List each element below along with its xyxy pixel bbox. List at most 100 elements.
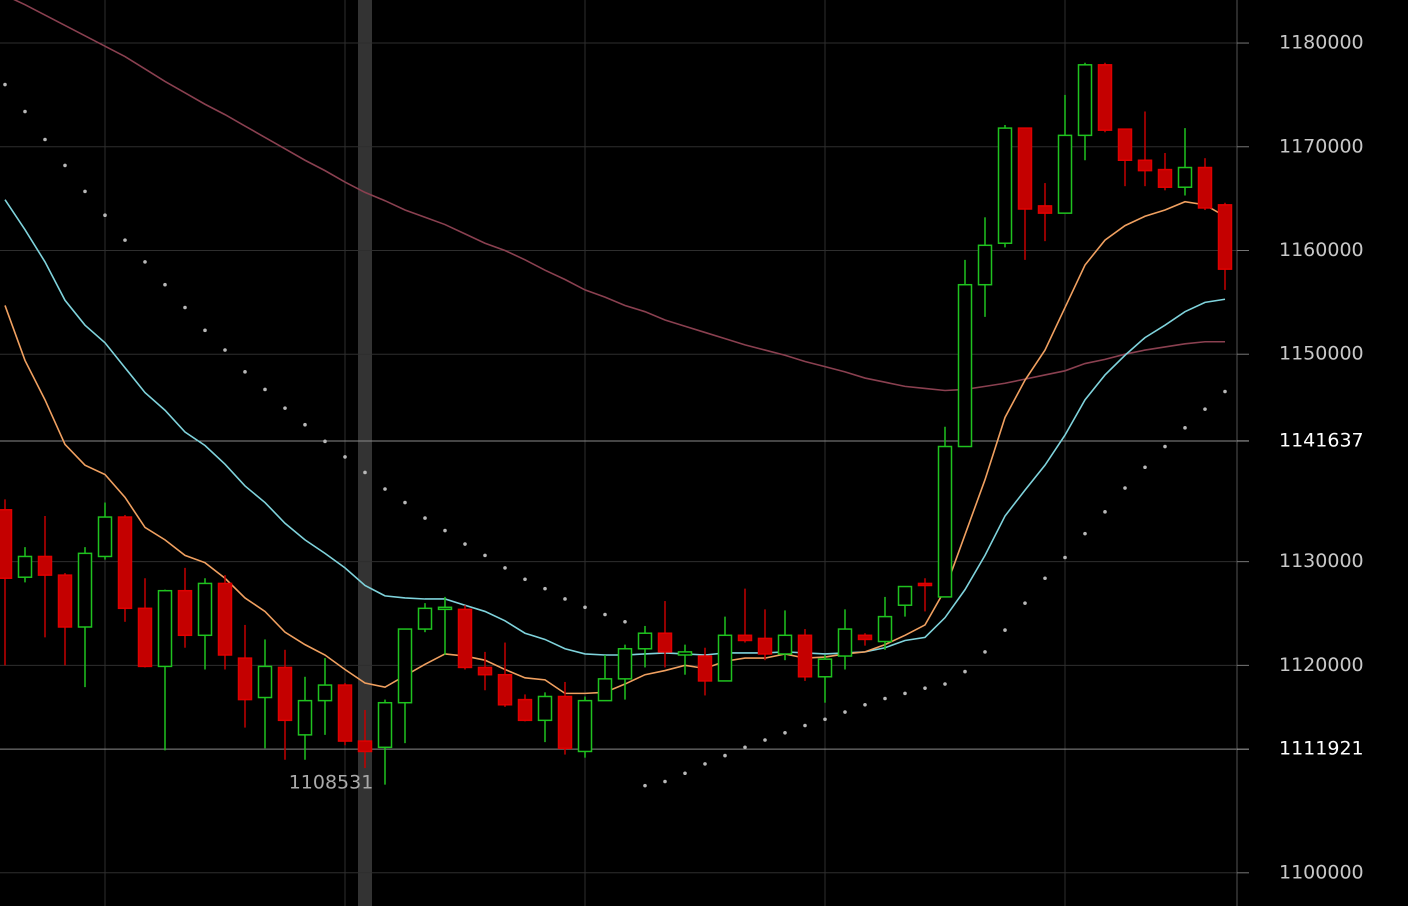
sar-dot (963, 669, 967, 674)
sar-dot (483, 553, 487, 558)
sar-dot (423, 516, 427, 520)
sar-dot (303, 422, 307, 427)
candle-body (437, 606, 453, 611)
sar-dot (323, 439, 327, 444)
sar-dot (1183, 426, 1187, 430)
sar-dot (903, 691, 907, 696)
candle-body (577, 699, 593, 753)
candle-body (37, 555, 53, 576)
sar-dot (463, 542, 467, 546)
sar-dot (643, 783, 647, 788)
sar-dot (243, 370, 247, 374)
candle-body (937, 445, 953, 598)
candle-body (217, 582, 233, 656)
candle-body (257, 665, 273, 699)
candle-body (1077, 64, 1093, 137)
sar-dot (83, 189, 87, 194)
crosshair-band (358, 0, 372, 906)
candle-body (137, 607, 153, 668)
candle-body (1057, 134, 1073, 214)
candle-body (877, 615, 893, 643)
candle-body (677, 651, 693, 656)
sar-dot (443, 528, 447, 533)
sar-dot (683, 771, 687, 776)
sar-dot (823, 717, 827, 722)
y-axis: 1100000 1120000 1130000 1150000 1160000 11700… (1237, 32, 1364, 883)
y-tick-label: 1120000 (1279, 654, 1364, 676)
candle-body (557, 695, 573, 750)
candle-body (977, 244, 993, 286)
candle-body (617, 648, 633, 680)
candle-body (497, 673, 513, 706)
candle-body (57, 574, 73, 628)
sar-dot (1023, 601, 1027, 605)
candle-body (897, 585, 913, 606)
sar-dot (843, 710, 847, 714)
sar-dot (283, 406, 287, 410)
price-label: 1111921 (1279, 738, 1364, 760)
candle-body (17, 555, 33, 578)
candle-body (697, 655, 713, 682)
sar-dot (1203, 407, 1207, 411)
sar-dot (563, 597, 567, 601)
sar-dot (363, 470, 367, 475)
candle-body (197, 582, 213, 637)
sar-dot (1143, 465, 1147, 470)
candle-body (477, 666, 493, 676)
sar-dot (1163, 444, 1167, 449)
grid (0, 0, 1237, 906)
sar-dot (763, 738, 767, 742)
sar-dot (503, 566, 507, 570)
candle-body (97, 516, 113, 558)
sar-dot (783, 730, 787, 735)
y-tick-label: 1100000 (1279, 861, 1364, 883)
candle-body (1217, 204, 1233, 270)
candle-body (1157, 168, 1173, 188)
sar-dot (63, 163, 67, 168)
candle-body (537, 695, 553, 722)
sar-dot (603, 612, 607, 617)
sar-dot (263, 387, 267, 392)
candle-body (857, 634, 873, 641)
y-tick-label: 1150000 (1279, 343, 1364, 365)
sar-dot (543, 586, 547, 591)
candle-body (417, 607, 433, 630)
sar-dot (803, 723, 807, 728)
candle-body (297, 699, 313, 736)
sar-dot (1003, 628, 1007, 632)
sar-dot (983, 650, 987, 654)
candle-body (717, 634, 733, 682)
candle-body (337, 684, 353, 742)
candle-body (157, 589, 173, 668)
sar-dot (383, 487, 387, 491)
moving-average-line (13, 0, 1225, 392)
sar-dot (123, 238, 127, 242)
candle-body (957, 283, 973, 448)
candle-body (377, 701, 393, 749)
sar-dot (163, 282, 167, 287)
candle-body (177, 589, 193, 637)
candle-body (797, 634, 813, 678)
y-tick-label: 1130000 (1279, 550, 1364, 572)
sar-dot (863, 702, 867, 707)
candle-body (117, 516, 133, 610)
sar-dot (1103, 510, 1107, 514)
sar-dot (3, 82, 7, 87)
sar-dot (743, 745, 747, 750)
candle-body (637, 632, 653, 650)
candle-body (317, 684, 333, 702)
candle-body (77, 552, 93, 628)
y-tick-label: 1180000 (1279, 32, 1364, 54)
candle-body (737, 634, 753, 642)
candle-body (1137, 159, 1153, 172)
sar-dot (703, 762, 707, 766)
candle-body (777, 634, 793, 655)
candle-body (1117, 128, 1133, 161)
candle-body (0, 509, 13, 579)
y-tick-label: 1160000 (1279, 239, 1364, 261)
sar-dot (943, 682, 947, 686)
sar-dot (723, 753, 727, 758)
